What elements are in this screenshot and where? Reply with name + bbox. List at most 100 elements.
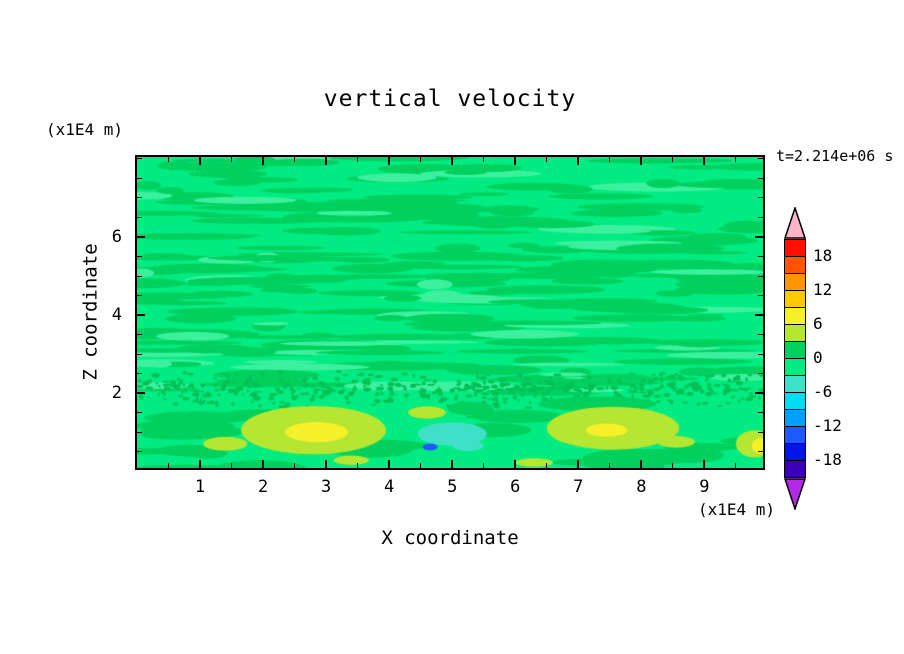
contour-field: [137, 157, 763, 468]
tick-mark: [755, 314, 763, 317]
tick-mark: [137, 275, 142, 277]
colorbar-tick-label: -18: [813, 450, 842, 469]
tick-mark: [137, 216, 142, 218]
tick-mark: [703, 157, 706, 165]
x-tick-labels: 1 2 3 4 5 6 7 8 9: [137, 477, 763, 499]
tick-mark: [137, 412, 142, 414]
tick-mark: [420, 157, 422, 162]
colorbar-segment: [785, 325, 805, 342]
tick-mark: [137, 158, 142, 160]
tick-mark: [672, 157, 674, 162]
x-tick-label: 3: [320, 477, 332, 497]
tick-mark: [137, 353, 142, 355]
tick-mark: [758, 158, 763, 160]
tick-mark: [420, 463, 422, 468]
tick-mark: [546, 463, 548, 468]
tick-mark: [262, 157, 265, 165]
tick-mark: [325, 157, 328, 165]
tick-mark: [758, 216, 763, 218]
tick-mark: [231, 463, 233, 468]
tick-mark: [609, 157, 611, 162]
tick-mark: [640, 460, 643, 468]
tick-mark: [137, 177, 142, 179]
colorbar-segment: [785, 257, 805, 274]
tick-mark: [137, 334, 142, 336]
tick-mark: [755, 392, 763, 395]
tick-mark: [325, 460, 328, 468]
tick-mark: [758, 197, 763, 199]
tick-mark: [546, 157, 548, 162]
tick-mark: [199, 460, 202, 468]
tick-mark: [231, 157, 233, 162]
tick-mark: [483, 157, 485, 162]
colorbar-over-arrow: [784, 207, 806, 239]
tick-mark: [758, 412, 763, 414]
tick-mark: [577, 460, 580, 468]
tick-mark: [758, 177, 763, 179]
colorbar-segment: [785, 359, 805, 376]
tick-mark: [514, 460, 517, 468]
y-tick-label: 6: [111, 226, 122, 247]
tick-mark: [609, 463, 611, 468]
colorbar-segment: [785, 291, 805, 308]
y-axis-unit: (x1E4 m): [46, 120, 124, 139]
colorbar-segment: [785, 342, 805, 359]
x-tick-label: 4: [384, 477, 395, 497]
colorbar-segment: [785, 393, 805, 410]
tick-mark: [758, 431, 763, 433]
tick-mark: [137, 451, 142, 453]
x-tick-label: 1: [194, 477, 206, 497]
colorbar-segment: [785, 240, 805, 257]
x-tick-label: 8: [636, 477, 647, 497]
tick-mark: [758, 451, 763, 453]
colorbar-labels: 18 12 6 0 -6 -12 -18: [813, 207, 857, 507]
y-tick-label: 2: [111, 383, 122, 404]
tick-mark: [137, 431, 142, 433]
colorbar-tick-label: 12: [813, 280, 833, 299]
tick-mark: [451, 460, 454, 468]
tick-mark: [262, 460, 265, 468]
x-axis-title: X coordinate: [381, 527, 519, 549]
tick-mark: [168, 463, 170, 468]
plot-area: [135, 155, 765, 470]
colorbar-segment: [785, 461, 805, 477]
colorbar-tick-label: 18: [813, 246, 833, 265]
colorbar-segment: [785, 427, 805, 444]
tick-mark: [168, 157, 170, 162]
colorbar-tick-label: -6: [813, 382, 833, 401]
y-tick-label: 4: [111, 305, 122, 326]
tick-mark: [514, 157, 517, 165]
tick-mark: [758, 353, 763, 355]
x-tick-label: 7: [573, 477, 584, 497]
x-tick-label: 5: [447, 477, 458, 497]
tick-mark: [357, 463, 359, 468]
time-stamp: t=2.214e+06 s: [776, 147, 894, 165]
tick-mark: [758, 275, 763, 277]
tick-mark: [137, 314, 145, 317]
colorbar-segment: [785, 308, 805, 325]
colorbar: [784, 207, 806, 510]
colorbar-segment: [785, 444, 805, 461]
tick-mark: [483, 463, 485, 468]
tick-mark: [640, 157, 643, 165]
tick-mark: [388, 157, 391, 165]
tick-mark: [758, 295, 763, 297]
tick-mark: [703, 460, 706, 468]
tick-mark: [137, 235, 145, 238]
colorbar-under-arrow: [784, 478, 806, 510]
colorbar-tick-label: -12: [813, 416, 842, 435]
tick-mark: [388, 460, 391, 468]
tick-mark: [137, 392, 145, 395]
tick-mark: [755, 235, 763, 238]
colorbar-segments: [784, 239, 806, 478]
colorbar-segment: [785, 376, 805, 393]
tick-mark: [735, 157, 737, 162]
tick-mark: [758, 373, 763, 375]
axis-ticks: [137, 157, 763, 468]
tick-mark: [294, 463, 296, 468]
colorbar-segment: [785, 410, 805, 427]
x-tick-label: 6: [510, 477, 521, 497]
tick-mark: [137, 256, 142, 257]
tick-mark: [451, 157, 454, 165]
